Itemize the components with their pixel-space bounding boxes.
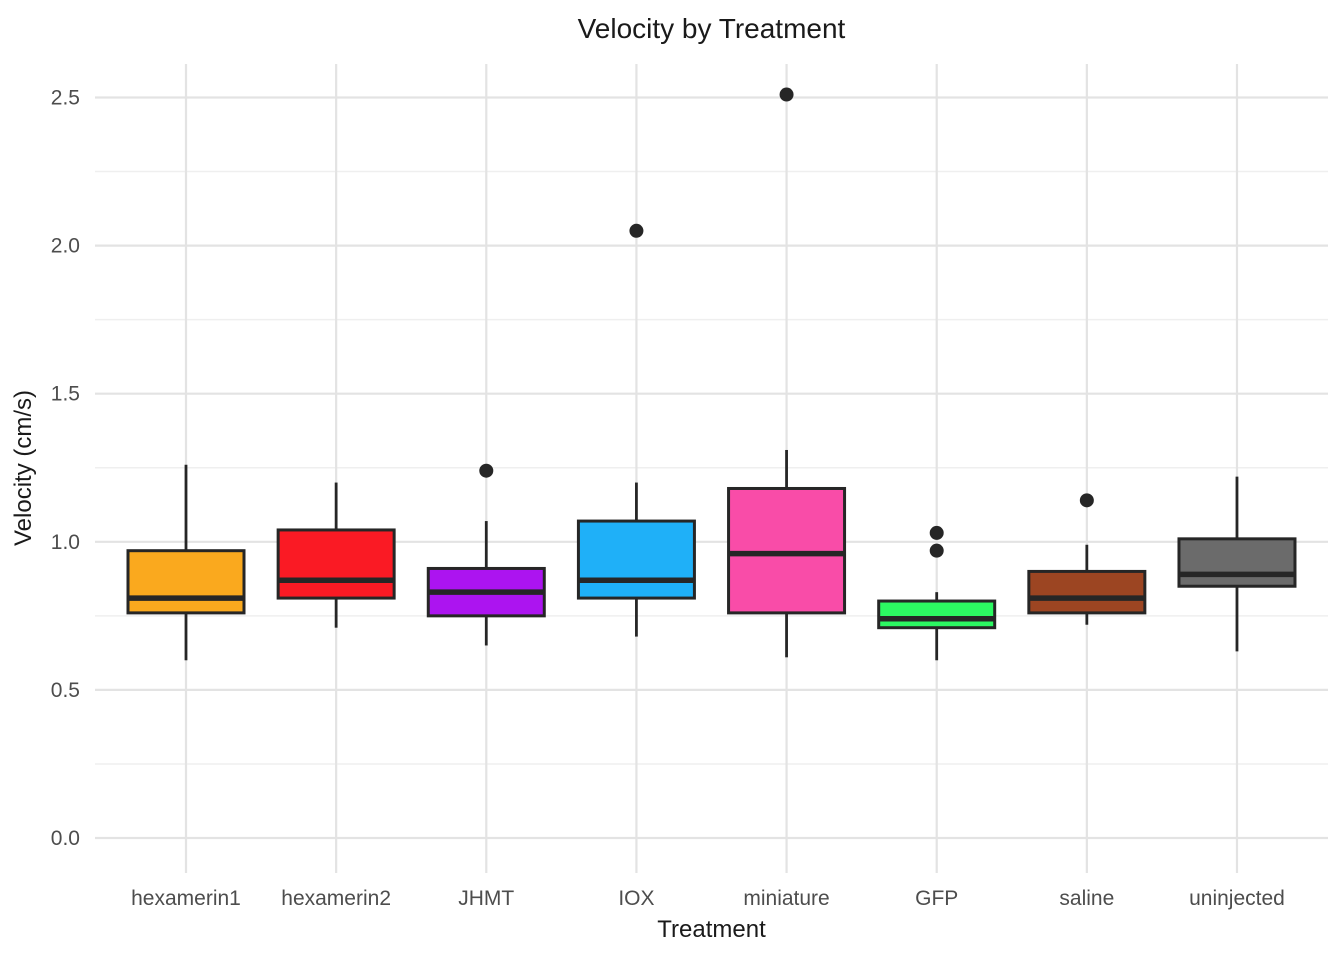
box-GFP	[877, 599, 997, 630]
y-tick-label: 2.5	[51, 87, 80, 110]
y-tick-label: 1.0	[51, 531, 80, 554]
box-miniature	[727, 486, 847, 615]
box-hexamerin2	[276, 528, 396, 600]
y-tick-label: 0.0	[51, 827, 80, 850]
outlier-GFP	[929, 543, 944, 558]
x-axis-title: Treatment	[657, 916, 766, 943]
x-tick-label: JHMT	[458, 887, 514, 910]
x-tick-label: GFP	[915, 887, 958, 910]
outlier-GFP	[929, 525, 944, 540]
x-tick-label: miniature	[743, 887, 829, 910]
box-IOX	[576, 519, 696, 600]
box-hexamerin1	[126, 549, 246, 615]
box-uninjected	[1177, 537, 1297, 588]
x-tick-label: hexamerin2	[281, 887, 391, 910]
x-tick-label: IOX	[618, 887, 654, 910]
outlier-miniature	[779, 87, 794, 102]
y-axis-title: Velocity (cm/s)	[10, 389, 37, 547]
x-tick-label: hexamerin1	[131, 887, 241, 910]
y-tick-label: 1.5	[51, 383, 80, 406]
y-tick-label: 2.0	[51, 235, 80, 258]
outlier-JHMT	[479, 463, 494, 478]
chart-title: Velocity by Treatment	[577, 13, 846, 44]
y-tick-label: 0.5	[51, 679, 80, 702]
x-tick-label: uninjected	[1189, 887, 1285, 910]
x-tick-label: saline	[1059, 887, 1114, 910]
box-saline	[1027, 569, 1147, 615]
outlier-IOX	[629, 223, 644, 238]
outlier-saline	[1079, 493, 1094, 508]
